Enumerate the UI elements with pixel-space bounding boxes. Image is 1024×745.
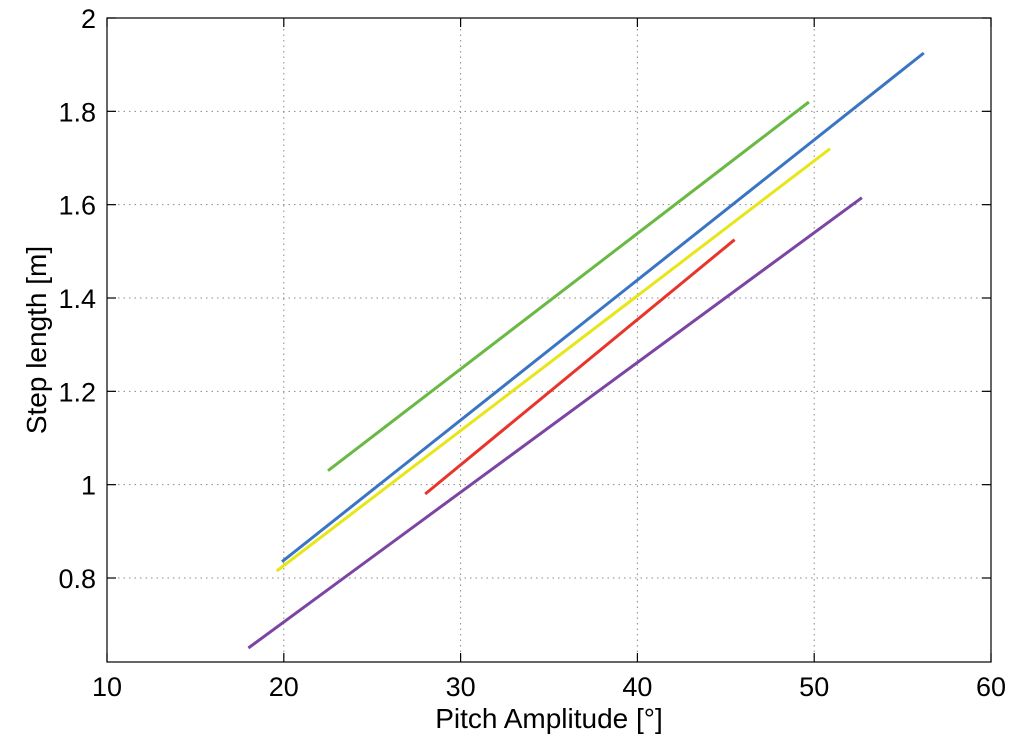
y-tick-label: 1.2 [58,377,96,407]
series-line-1 [327,100,810,472]
y-tick-label: 2 [81,4,96,34]
x-tick-label: 40 [622,672,652,702]
series-line-3 [275,147,832,573]
series-lines [247,51,925,650]
x-tick-label: 60 [976,672,1006,702]
y-tick-label: 1.8 [58,97,96,127]
x-tick-label: 30 [446,672,476,702]
axes-frame [106,17,992,663]
grid [107,18,991,662]
y-tick-label: 1.4 [58,284,96,314]
x-tick-label: 10 [92,672,122,702]
y-axis-label: Step length [m] [21,246,52,434]
y-tick-labels: 0.8 1 1.2 1.4 1.6 1.8 2 [58,4,96,594]
tick-marks [106,17,992,662]
x-tick-label: 20 [269,672,299,702]
series-line-5 [247,196,863,650]
y-tick-label: 1.6 [58,191,96,221]
x-axis-label: Pitch Amplitude [°] [435,703,663,734]
x-tick-label: 50 [799,672,829,702]
series-line-2 [281,51,925,563]
y-tick-label: 1 [81,471,96,501]
x-tick-labels: 10 20 30 40 50 60 [92,672,1006,702]
series-line-4 [424,238,736,496]
y-tick-label: 0.8 [58,564,96,594]
